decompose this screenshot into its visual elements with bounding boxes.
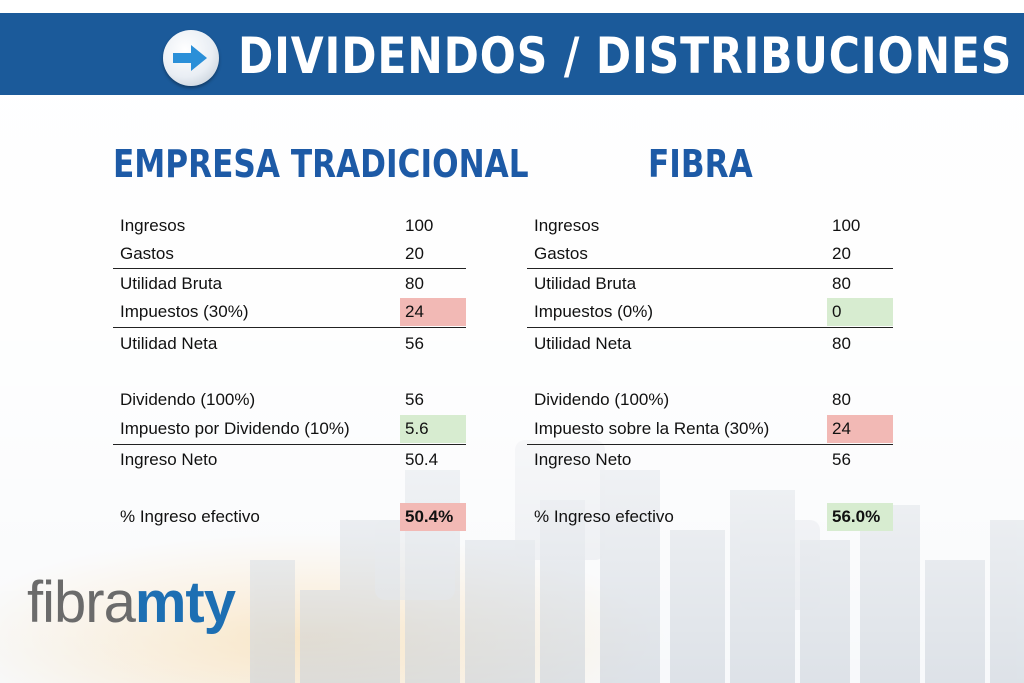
arrow-right-icon xyxy=(163,30,219,86)
row-label: Utilidad Bruta xyxy=(534,274,637,293)
row-value: 24 xyxy=(400,298,466,326)
row-value: 24 xyxy=(827,415,893,443)
row-label: Utilidad Neta xyxy=(120,334,218,353)
row-label: Gastos xyxy=(120,244,174,263)
row-value: 20 xyxy=(405,244,424,263)
row-label: Utilidad Neta xyxy=(534,334,632,353)
row-value: 80 xyxy=(832,390,851,409)
row-label: Impuesto sobre la Renta (30%) xyxy=(534,419,770,438)
row-value: 100 xyxy=(832,216,861,235)
row-label: Ingresos xyxy=(120,216,186,235)
row-value: 0 xyxy=(827,298,893,326)
row-label: Ingresos xyxy=(534,216,600,235)
row-value: 80 xyxy=(405,274,424,293)
page-title: DIVIDENDOS / DISTRIBUCIONES xyxy=(238,27,1013,85)
row-value: 50.4 xyxy=(405,450,439,469)
logo-text-fibra: fibra xyxy=(27,570,136,635)
row-label: % Ingreso efectivo xyxy=(120,507,260,526)
row-value: 80 xyxy=(832,334,851,353)
divider xyxy=(527,444,893,445)
row-label: Ingreso Neto xyxy=(534,450,632,469)
row-label: Dividendo (100%) xyxy=(120,390,256,409)
row-label: Ingreso Neto xyxy=(120,450,218,469)
divider xyxy=(527,327,893,328)
row-value: 56 xyxy=(405,390,424,409)
row-value: 50.4% xyxy=(400,503,466,531)
title-banner: DIVIDENDOS / DISTRIBUCIONES xyxy=(0,13,1024,95)
row-label: % Ingreso efectivo xyxy=(534,507,674,526)
fibra-title: FIBRA xyxy=(648,142,753,186)
traditional-company-title: EMPRESA TRADICIONAL xyxy=(113,142,529,186)
row-value: 56.0% xyxy=(827,503,893,531)
row-label: Utilidad Bruta xyxy=(120,274,223,293)
divider xyxy=(527,268,893,269)
row-label: Impuesto por Dividendo (10%) xyxy=(120,419,350,438)
row-value: 56 xyxy=(832,450,851,469)
row-value: 5.6 xyxy=(400,415,466,443)
row-label: Impuestos (30%) xyxy=(120,302,249,321)
fibramty-logo: fibramty xyxy=(27,568,236,638)
row-value: 100 xyxy=(405,216,434,235)
row-value: 20 xyxy=(832,244,851,263)
divider xyxy=(113,268,466,269)
logo-text-mty: mty xyxy=(134,570,236,635)
row-label: Impuestos (0%) xyxy=(534,302,654,321)
divider xyxy=(113,444,466,445)
row-label: Gastos xyxy=(534,244,588,263)
divider xyxy=(113,327,466,328)
row-label: Dividendo (100%) xyxy=(534,390,670,409)
row-value: 80 xyxy=(832,274,851,293)
row-value: 56 xyxy=(405,334,424,353)
